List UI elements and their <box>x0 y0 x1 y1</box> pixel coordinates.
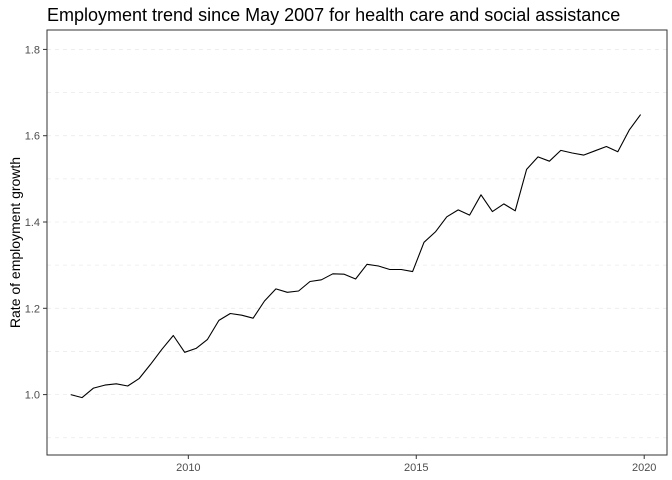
chart-title: Employment trend since May 2007 for heal… <box>47 5 621 25</box>
series-line <box>70 114 642 399</box>
y-tick-label: 1.0 <box>25 390 40 402</box>
y-tick-label: 1.8 <box>25 44 40 56</box>
y-tick-label: 1.4 <box>25 217 40 229</box>
x-tick-label: 2020 <box>632 462 656 474</box>
y-tick-label: 1.6 <box>25 131 40 143</box>
y-tick-label: 1.2 <box>25 303 40 315</box>
series-layer <box>70 114 642 399</box>
y-axis-title: Rate of employment growth <box>7 157 23 328</box>
x-tick-label: 2010 <box>176 462 200 474</box>
x-tick-label: 2015 <box>404 462 428 474</box>
plot-panel-border <box>46 29 668 456</box>
axis-ticks: 1.0 1.2 1.4 1.6 1.8 2010 2015 2020 <box>25 44 657 474</box>
gridlines <box>47 49 667 439</box>
